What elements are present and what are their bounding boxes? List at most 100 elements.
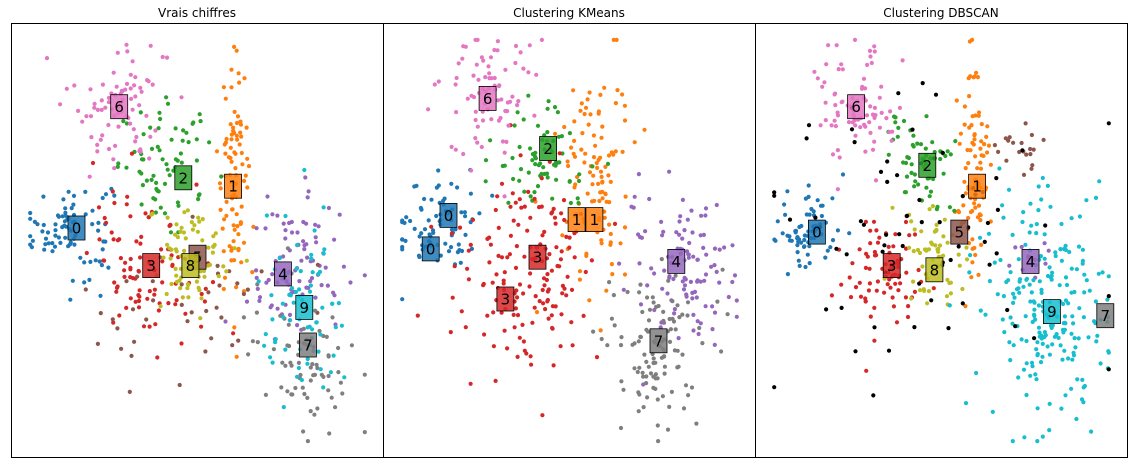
clustering-kmeans-point-3 [448,330,453,335]
vrais-chiffres-point-0 [28,216,33,221]
vrais-chiffres-point-3 [124,305,129,310]
clustering-kmeans-point-6 [476,77,481,82]
clustering-kmeans-point-7 [609,316,615,321]
vrais-chiffres-point-9 [318,367,323,372]
clustering-dbscan-point-5 [1028,152,1033,157]
vrais-chiffres-point-6 [128,86,133,91]
clustering-kmeans-point-7 [681,406,687,411]
clustering-dbscan-point-6 [877,125,883,130]
vrais-chiffres-point-6 [131,127,136,132]
clustering-dbscan-point-9 [1073,345,1078,350]
clustering-dbscan-point-4 [1046,248,1051,253]
clustering-dbscan-point-1 [970,237,975,242]
clustering-dbscan-point-9 [1034,222,1039,227]
clustering-dbscan-point-0 [785,189,790,194]
clustering-kmeans-point-7 [645,395,650,400]
clustering-dbscan-point-9 [1040,354,1045,359]
vrais-chiffres-point-1 [242,178,247,183]
clustering-kmeans-point-2 [557,160,562,165]
vrais-chiffres-point-4 [268,305,273,310]
clustering-dbscan-point-5 [1021,172,1027,177]
clustering-kmeans-point-3 [505,255,510,260]
clustering-dbscan-point-9 [1060,357,1065,362]
clustering-kmeans-point-4 [702,278,707,283]
clustering-dbscan-point-9 [1036,208,1041,213]
clustering-kmeans-point-3 [528,215,533,220]
clustering-dbscan-point-9 [1007,340,1012,345]
vrais-chiffres-point-3 [110,189,115,194]
clustering-kmeans-point-4 [698,233,703,238]
clustering-kmeans-point-6 [500,139,505,144]
clustering-kmeans-point-3 [550,326,555,331]
clustering-kmeans-point-1 [591,133,597,138]
clustering-kmeans-point-3 [487,260,492,265]
clustering-kmeans-point-3 [468,242,473,247]
vrais-chiffres-point-1 [234,354,239,359]
clustering-kmeans-point-1 [583,105,589,110]
clustering-kmeans-point-6 [453,147,458,152]
clustering-kmeans-point-1 [608,231,613,237]
vrais-chiffres-point-1 [228,155,233,161]
vrais-chiffres-point-8 [174,279,179,284]
clustering-kmeans-point-0 [400,218,405,223]
clustering-dbscan-cluster-label-box-5 [950,219,969,245]
vrais-chiffres-point-6 [139,89,144,94]
clustering-dbscan-point-8 [929,240,934,245]
vrais-chiffres-point-0 [35,222,40,227]
vrais-chiffres-point-1 [229,137,234,142]
vrais-chiffres-point-8 [182,210,187,215]
clustering-dbscan-point-0 [806,194,811,199]
vrais-chiffres-point-3 [123,260,128,265]
vrais-chiffres-point-7 [326,353,331,358]
vrais-chiffres-point-9 [333,325,338,330]
vrais-chiffres-point-3 [137,288,142,293]
clustering-kmeans-point-7 [689,385,695,390]
clustering-kmeans-point-3 [594,355,600,360]
clustering-dbscan-point-9 [1035,340,1040,345]
clustering-kmeans-point-1 [606,153,612,158]
vrais-chiffres-point-8 [200,217,205,222]
clustering-kmeans-point-7 [720,267,725,272]
clustering-dbscan-point-9 [977,235,983,240]
clustering-kmeans-point-6 [454,110,459,115]
clustering-kmeans-point-3 [542,229,547,234]
clustering-dbscan-point-noise [982,239,987,244]
vrais-chiffres-point-5 [127,389,132,394]
clustering-kmeans-point-4 [691,312,696,317]
clustering-kmeans-cluster-label-7: 7 [654,332,664,350]
vrais-chiffres-point-1 [237,142,242,147]
clustering-kmeans-point-3 [491,344,496,349]
clustering-kmeans-point-3 [502,270,507,275]
clustering-kmeans-point-1 [598,328,603,333]
clustering-kmeans-point-0 [455,250,460,255]
vrais-chiffres-point-7 [285,246,290,251]
clustering-kmeans-point-0 [449,181,454,186]
vrais-chiffres-point-4 [270,212,275,217]
clustering-kmeans-point-4 [717,280,722,285]
clustering-dbscan-point-9 [1050,342,1055,347]
clustering-dbscan-point-0 [807,261,812,266]
clustering-dbscan-point-8 [948,291,954,296]
vrais-chiffres-point-2 [121,119,126,124]
clustering-kmeans-point-6 [526,70,531,75]
vrais-chiffres-point-6 [106,100,111,105]
vrais-chiffres-point-7 [340,391,345,396]
clustering-kmeans-point-3 [539,204,544,209]
clustering-kmeans-point-3 [494,272,499,277]
clustering-dbscan-point-1 [988,162,994,167]
vrais-chiffres-point-5 [151,298,156,303]
clustering-dbscan-point-9 [986,231,992,236]
clustering-kmeans-cluster-label-3: 3 [533,249,543,267]
clustering-kmeans-point-6 [495,48,500,53]
vrais-chiffres-point-3 [84,250,89,256]
clustering-dbscan-point-3 [871,219,877,224]
clustering-kmeans-point-7 [653,386,658,391]
panel-title-clustering-dbscan: Clustering DBSCAN [883,6,998,20]
clustering-dbscan-point-3 [872,338,877,343]
clustering-dbscan-point-8 [960,286,965,292]
vrais-chiffres-point-9 [288,318,293,323]
clustering-dbscan-point-9 [1035,351,1040,357]
clustering-dbscan-point-9 [1062,327,1067,332]
clustering-dbscan-point-2 [938,156,943,162]
clustering-dbscan-point-1 [986,143,992,148]
